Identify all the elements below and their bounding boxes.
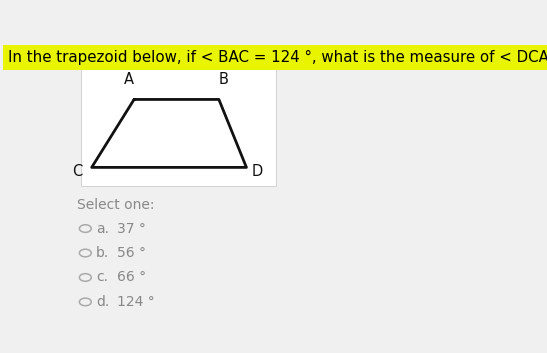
- FancyBboxPatch shape: [81, 67, 276, 186]
- Text: d.: d.: [96, 295, 109, 309]
- Text: c.: c.: [96, 270, 108, 285]
- Text: 37 °: 37 °: [117, 222, 146, 235]
- Text: 56 °: 56 °: [117, 246, 146, 260]
- Text: b.: b.: [96, 246, 109, 260]
- Text: a.: a.: [96, 222, 109, 235]
- Text: C: C: [72, 164, 82, 179]
- Text: Select one:: Select one:: [77, 198, 154, 213]
- Text: In the trapezoid below, if < BAC = 124 °, what is the measure of < DCA.: In the trapezoid below, if < BAC = 124 °…: [8, 50, 547, 65]
- Text: D: D: [252, 164, 263, 179]
- Text: A: A: [124, 72, 134, 87]
- Text: B: B: [219, 72, 229, 87]
- Text: 124 °: 124 °: [117, 295, 155, 309]
- Text: 66 °: 66 °: [117, 270, 146, 285]
